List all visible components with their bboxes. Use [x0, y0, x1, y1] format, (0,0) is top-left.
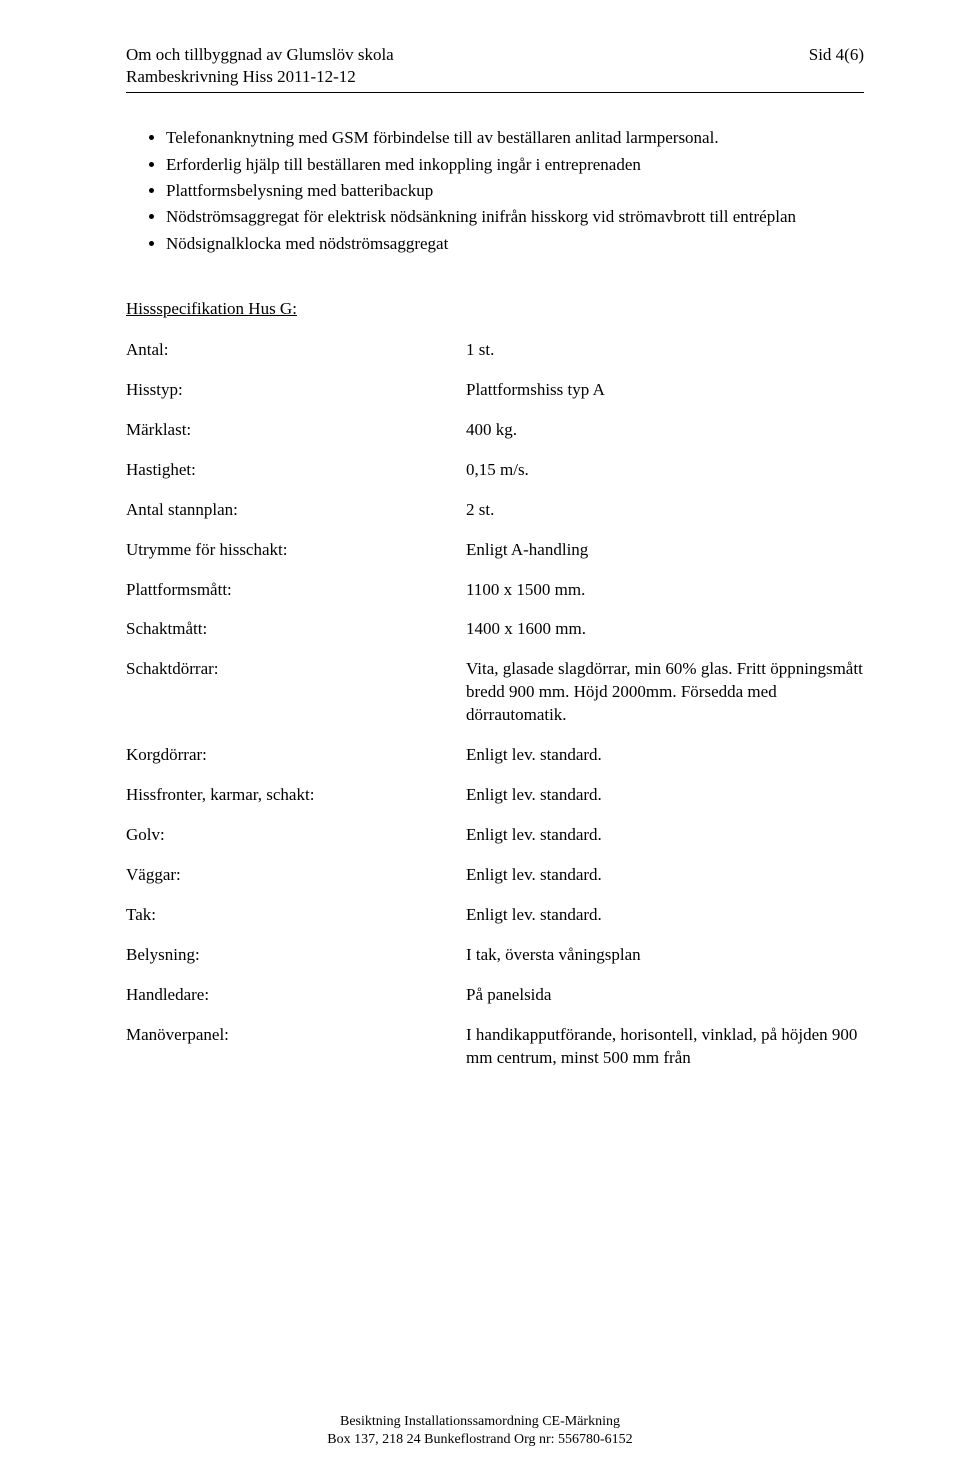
spec-value: 0,15 m/s. [466, 459, 864, 499]
table-row: Hastighet:0,15 m/s. [126, 459, 864, 499]
footer-line1: Besiktning Installationssamordning CE-Mä… [0, 1413, 960, 1431]
spec-label: Manöverpanel: [126, 1024, 466, 1087]
spec-value: I tak, översta våningsplan [466, 944, 864, 984]
bullet-list: Telefonanknytning med GSM förbindelse ti… [126, 125, 864, 257]
list-item: Nödströmsaggregat för elektrisk nödsänkn… [166, 204, 864, 230]
spec-label: Utrymme för hisschakt: [126, 539, 466, 579]
spec-label: Väggar: [126, 864, 466, 904]
table-row: Handledare:På panelsida [126, 984, 864, 1024]
table-row: Schaktdörrar:Vita, glasade slagdörrar, m… [126, 658, 864, 744]
spec-value: 2 st. [466, 499, 864, 539]
spec-label: Belysning: [126, 944, 466, 984]
table-row: Hissfronter, karmar, schakt:Enligt lev. … [126, 784, 864, 824]
page: Om och tillbyggnad av Glumslöv skola Ram… [0, 0, 960, 1473]
table-row: Hisstyp:Plattformshiss typ A [126, 379, 864, 419]
spec-label: Schaktmått: [126, 618, 466, 658]
spec-value: I handikapputförande, horisontell, vinkl… [466, 1024, 864, 1087]
spec-value: Plattformshiss typ A [466, 379, 864, 419]
table-row: Märklast:400 kg. [126, 419, 864, 459]
page-label-prefix: Sid [809, 45, 836, 64]
list-item: Erforderlig hjälp till beställaren med i… [166, 152, 864, 178]
spec-label: Antal: [126, 339, 466, 379]
spec-title: Hissspecifikation Hus G: [126, 299, 864, 319]
table-row: Antal:1 st. [126, 339, 864, 379]
spec-label: Golv: [126, 824, 466, 864]
spec-value: 1100 x 1500 mm. [466, 579, 864, 619]
list-item: Nödsignalklocka med nödströmsaggregat [166, 231, 864, 257]
spec-value: Enligt lev. standard. [466, 824, 864, 864]
spec-value: Enligt lev. standard. [466, 784, 864, 824]
spec-table: Antal:1 st. Hisstyp:Plattformshiss typ A… [126, 339, 864, 1087]
spec-value: Enligt lev. standard. [466, 904, 864, 944]
spec-label: Korgdörrar: [126, 744, 466, 784]
table-row: Väggar:Enligt lev. standard. [126, 864, 864, 904]
spec-label: Märklast: [126, 419, 466, 459]
spec-label: Plattformsmått: [126, 579, 466, 619]
spec-label: Handledare: [126, 984, 466, 1024]
spec-value: 400 kg. [466, 419, 864, 459]
spec-value: Enligt lev. standard. [466, 864, 864, 904]
table-row: Korgdörrar:Enligt lev. standard. [126, 744, 864, 784]
list-item: Plattformsbelysning med batteribackup [166, 178, 864, 204]
spec-label: Tak: [126, 904, 466, 944]
table-row: Antal stannplan:2 st. [126, 499, 864, 539]
table-row: Plattformsmått:1100 x 1500 mm. [126, 579, 864, 619]
spec-label: Antal stannplan: [126, 499, 466, 539]
table-row: Tak:Enligt lev. standard. [126, 904, 864, 944]
spec-value: Vita, glasade slagdörrar, min 60% glas. … [466, 658, 864, 744]
page-footer: Besiktning Installationssamordning CE-Mä… [0, 1413, 960, 1449]
page-number: 4(6) [836, 45, 864, 64]
spec-value: 1 st. [466, 339, 864, 379]
table-row: Golv:Enligt lev. standard. [126, 824, 864, 864]
spec-label: Schaktdörrar: [126, 658, 466, 744]
spec-label: Hisstyp: [126, 379, 466, 419]
spec-value: 1400 x 1600 mm. [466, 618, 864, 658]
list-item: Telefonanknytning med GSM förbindelse ti… [166, 125, 864, 151]
table-row: Manöverpanel:I handikapputförande, horis… [126, 1024, 864, 1087]
spec-value: Enligt lev. standard. [466, 744, 864, 784]
header-right: Sid 4(6) [809, 44, 864, 66]
spec-label: Hissfronter, karmar, schakt: [126, 784, 466, 824]
header-title-line1: Om och tillbyggnad av Glumslöv skola [126, 44, 394, 66]
table-row: Utrymme för hisschakt:Enligt A-handling [126, 539, 864, 579]
header-divider [126, 92, 864, 93]
header-title-line2: Rambeskrivning Hiss 2011-12-12 [126, 66, 394, 88]
spec-label: Hastighet: [126, 459, 466, 499]
footer-line2: Box 137, 218 24 Bunkeflostrand Org nr: 5… [0, 1431, 960, 1449]
header-left: Om och tillbyggnad av Glumslöv skola Ram… [126, 44, 394, 88]
page-header: Om och tillbyggnad av Glumslöv skola Ram… [126, 44, 864, 88]
table-row: Schaktmått:1400 x 1600 mm. [126, 618, 864, 658]
table-row: Belysning:I tak, översta våningsplan [126, 944, 864, 984]
spec-value: Enligt A-handling [466, 539, 864, 579]
spec-value: På panelsida [466, 984, 864, 1024]
